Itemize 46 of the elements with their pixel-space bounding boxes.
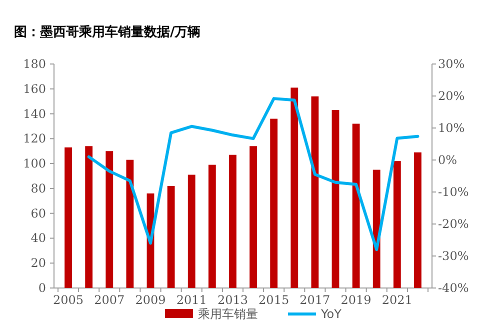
chart-title: 图：墨西哥乘用车销量数据/万辆 [14,24,201,40]
bar [229,154,236,288]
y2-tick-label: 20% [438,89,465,103]
x-tick-label: 2017 [300,293,330,307]
bar [85,146,93,288]
x-tick-label: 2013 [217,293,248,307]
x-tick-label: 2019 [340,293,372,307]
y-tick-label: 100 [23,156,46,171]
bar [414,152,422,288]
bar [64,147,72,288]
bar [290,88,298,288]
bar [208,164,216,288]
bar [311,96,319,288]
bar [106,151,114,288]
y2-tick-label: -40% [438,281,469,295]
y2-tick-label: 10% [438,121,465,135]
y2-tick-label: -30% [438,249,469,263]
bar [352,124,360,288]
bar [393,161,401,288]
y-tick-label: 140 [23,106,46,121]
y-tick-label: 120 [23,132,46,146]
y-tick-label: 20 [30,256,46,270]
bar [167,186,175,288]
bar [250,146,257,288]
y-tick-label: 40 [30,231,46,246]
y-tick-label: 0 [38,281,46,295]
bar [126,160,134,288]
bar [270,118,278,288]
x-tick-label: 2007 [94,293,125,307]
y2-tick-label: 0% [438,153,458,167]
x-tick-label: 2015 [258,293,290,307]
x-tick-label: 2005 [53,293,84,307]
y2-tick-label: -20% [438,217,469,231]
y-tick-label: 60 [30,206,46,220]
y-tick-label: 180 [23,57,46,71]
y2-tick-label: -10% [438,185,469,199]
x-tick-label: 2011 [176,293,207,307]
bar [188,174,196,288]
y2-tick-label: 30% [438,57,465,71]
x-tick-label: 2009 [135,293,166,307]
x-tick-label: 2021 [382,293,412,307]
bar [332,110,340,288]
y-tick-label: 80 [30,181,46,196]
legend-label: YoY [320,307,342,321]
y-tick-label: 160 [23,82,46,96]
legend-label: 乘用车销量 [198,307,258,321]
